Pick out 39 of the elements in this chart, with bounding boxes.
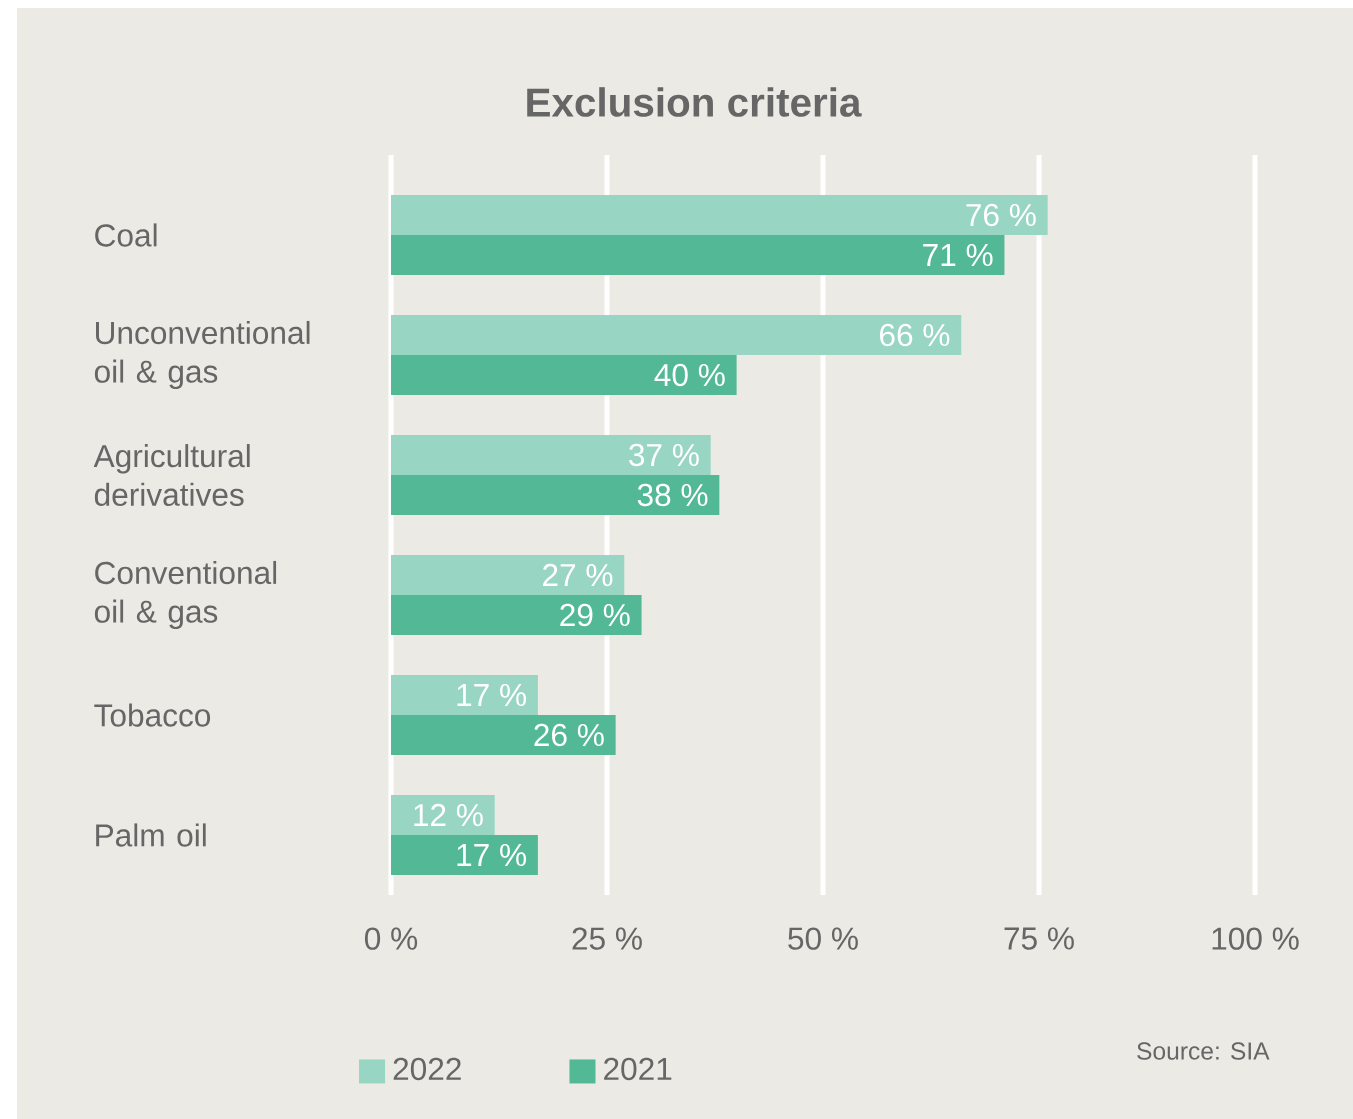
data-label: 26 % bbox=[534, 723, 604, 747]
bar bbox=[391, 795, 495, 836]
source-note: Source: SIA bbox=[1137, 1042, 1270, 1060]
data-label: 27 % bbox=[543, 563, 613, 587]
data-label: 38 % bbox=[637, 483, 708, 507]
bar bbox=[391, 715, 616, 756]
data-label: 29 % bbox=[560, 603, 630, 627]
data-label: 76 % bbox=[966, 203, 1036, 227]
chart-title: Exclusion criteria bbox=[527, 87, 862, 117]
y-tick-label: Tobacco bbox=[94, 703, 211, 727]
legend-label: 2022 bbox=[393, 1057, 461, 1081]
legend-label: 2021 bbox=[604, 1057, 672, 1081]
y-tick-label: Coal bbox=[95, 223, 157, 247]
x-tick-label: 100 % bbox=[1212, 927, 1299, 950]
bar bbox=[391, 835, 538, 876]
y-tick-label: Agricultural derivatives bbox=[93, 444, 250, 506]
bar bbox=[391, 435, 711, 476]
data-label: 66 % bbox=[880, 323, 950, 347]
x-tick-label: 0 % bbox=[364, 927, 418, 950]
bar bbox=[391, 355, 737, 396]
data-label: 37 % bbox=[629, 443, 699, 467]
data-label: 17 % bbox=[457, 843, 527, 867]
y-tick-label: Unconventional oil & gas bbox=[94, 320, 310, 390]
bar bbox=[391, 675, 538, 716]
x-tick-label: 25 % bbox=[572, 927, 642, 950]
bar bbox=[391, 315, 962, 356]
y-tick-label: Palm oil bbox=[96, 823, 206, 847]
data-label: 17 % bbox=[457, 683, 527, 707]
bar bbox=[391, 235, 1005, 276]
data-label: 40 % bbox=[654, 363, 725, 387]
data-label: 12 % bbox=[414, 803, 483, 827]
bar bbox=[391, 555, 625, 596]
data-label: 71 % bbox=[923, 243, 993, 267]
bar bbox=[391, 195, 1048, 236]
x-tick-label: 75 % bbox=[1004, 927, 1074, 950]
bar bbox=[391, 475, 720, 516]
bar bbox=[391, 595, 642, 636]
x-tick-label: 50 % bbox=[788, 927, 858, 950]
y-tick-label: Conventional oil & gas bbox=[94, 560, 277, 630]
